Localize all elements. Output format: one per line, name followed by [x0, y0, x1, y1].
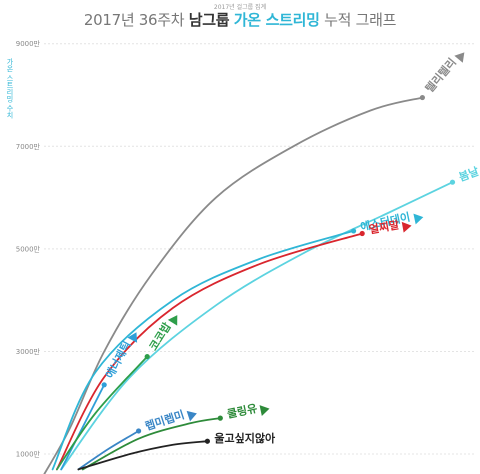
series-arrow-icon: [167, 315, 178, 326]
y-tick-label: 7000만: [16, 142, 41, 151]
series-line-3: [56, 232, 364, 471]
series-label-group-4: 에너제틱: [102, 332, 138, 381]
series-label: 쿨링유: [226, 402, 258, 421]
series-endpoint-2: [351, 228, 357, 234]
series-label-group-8: 울고싶지않아: [214, 431, 276, 445]
series-label: 봄날: [457, 164, 480, 184]
title-part-4: 가온 스트리밍: [233, 11, 320, 29]
title-part-2: 남그룹: [188, 11, 230, 29]
series-endpoint-3: [359, 230, 365, 237]
series-line-6: [77, 430, 140, 471]
series-line-7: [81, 417, 222, 471]
chart-subtitle: 2017년 걸그룹 집계: [213, 4, 267, 11]
y-axis-label: 가온 스트리밍 수치: [6, 58, 14, 119]
series-arrow-icon: [401, 221, 412, 233]
series-label: 울고싶지않아: [214, 431, 276, 445]
series-line-1: [60, 181, 454, 471]
series-label-group-7: 쿨링유: [226, 402, 270, 421]
y-tick-label: 9000만: [16, 39, 41, 48]
title-part-5: 누적 그래프: [319, 11, 397, 29]
series-endpoint-4: [101, 382, 107, 388]
y-tick-label: 1000만: [16, 450, 41, 459]
series-line-4: [60, 383, 106, 471]
series-label-group-3: 얼찌말: [368, 217, 412, 236]
series-endpoint-5: [144, 353, 150, 360]
series-label-group-6: 렙미렙미: [143, 407, 197, 433]
series-endpoint-7: [217, 415, 223, 421]
series-arrow-icon: [413, 213, 424, 225]
series-label: 얼찌말: [368, 217, 400, 236]
series-line-2: [51, 230, 355, 471]
series-endpoint-6: [136, 428, 142, 434]
series-arrow-icon: [454, 52, 465, 63]
series-label-group-1: 봄날: [457, 164, 480, 184]
chart-title: 2017년 36주차 남그룹 가온 스트리밍 누적 그래프: [0, 11, 480, 29]
series-arrow-icon: [259, 405, 270, 416]
series-endpoint-1: [449, 179, 456, 185]
series-line-8: [77, 440, 209, 471]
chart-header: 2017년 걸그룹 집계 2017년 36주차 남그룹 가온 스트리밍 누적 그…: [0, 4, 480, 29]
series-label: 텔리텔리: [422, 55, 459, 95]
series-endpoint-0: [419, 94, 425, 101]
series-arrow-icon: [127, 332, 138, 343]
series-label-group-0: 텔리텔리: [422, 52, 465, 95]
y-tick-label: 5000만: [16, 244, 41, 253]
series-arrow-icon: [186, 410, 197, 422]
y-tick-label: 3000만: [16, 347, 41, 356]
series-endpoint-8: [204, 438, 210, 444]
series-label: 코코밥: [146, 320, 174, 353]
title-part-1: 2017년 36주차: [83, 11, 189, 29]
series-line-5: [56, 355, 149, 471]
series-line-0: [43, 96, 424, 474]
